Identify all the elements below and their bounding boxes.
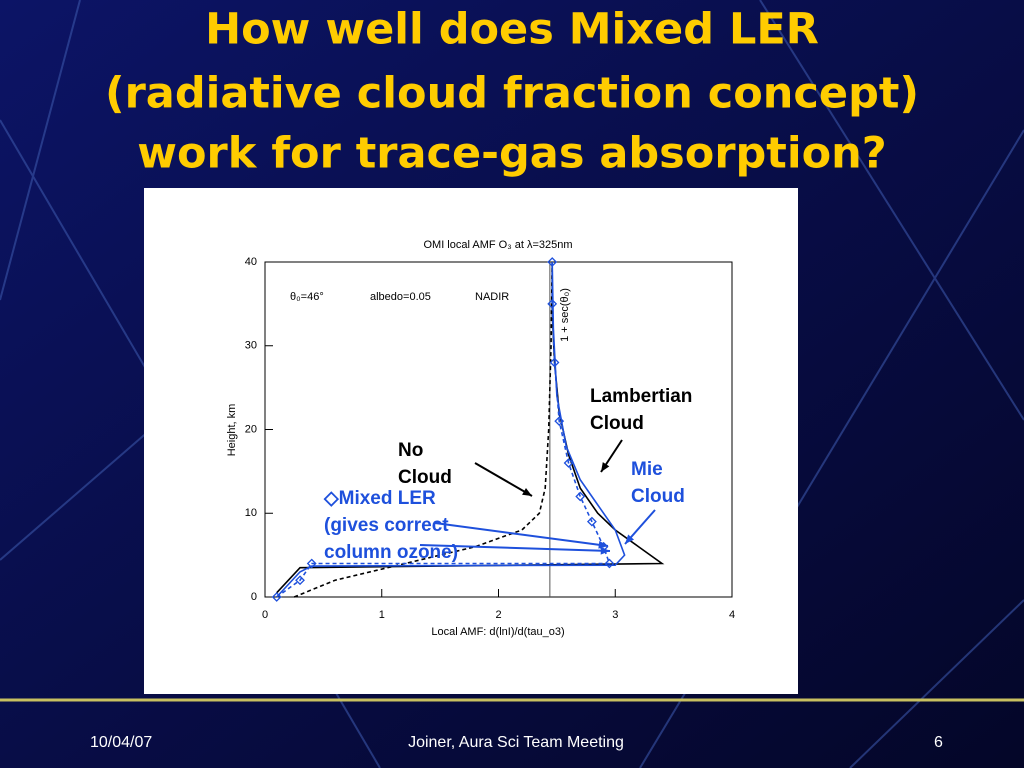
x-tick-label: 0 (262, 609, 268, 621)
arrow-head (625, 534, 635, 544)
reference-label: 1 + sec(θ₀) (559, 288, 571, 342)
figure-panel (144, 188, 798, 694)
series-line (293, 261, 554, 598)
slide-title: (radiative cloud fraction concept) (105, 69, 919, 119)
diamond-marker (563, 458, 574, 468)
callout: Cloud (398, 467, 452, 488)
callout: Cloud (631, 486, 685, 507)
y-tick-label: 10 (245, 507, 257, 519)
callout: Lambertian (590, 386, 692, 407)
slide-title: work for trace-gas absorption? (137, 129, 886, 179)
diamond-marker (306, 558, 317, 569)
y-axis-label: Height, km (226, 404, 238, 457)
arrow-head (601, 462, 610, 472)
x-axis-label: Local AMF: d(lnI)/d(tau_o3) (431, 626, 564, 638)
arrow-head (522, 488, 532, 496)
diamond-marker (554, 416, 565, 427)
callout-arrow (434, 522, 609, 547)
arrow-head (598, 540, 608, 549)
annotation: θ₀=46° (290, 291, 324, 303)
diamond-marker (295, 575, 305, 586)
footer-date: 10/04/07 (90, 734, 152, 751)
callout: (gives correct (324, 515, 449, 536)
x-tick-label: 2 (495, 609, 501, 621)
chart-title: OMI local AMF O₃ at λ=325nm (423, 239, 572, 251)
footer-text: Joiner, Aura Sci Team Meeting (408, 734, 624, 751)
diamond-marker (586, 516, 597, 527)
y-tick-label: 40 (245, 256, 257, 268)
callout: Mie (631, 459, 663, 480)
x-tick-label: 1 (379, 609, 385, 621)
y-tick-label: 20 (245, 423, 257, 435)
diamond-marker (547, 298, 558, 309)
callout: column ozone) (324, 542, 458, 563)
footer-page: 6 (934, 734, 943, 751)
diamond-marker (604, 558, 615, 569)
diamond-marker (549, 357, 560, 368)
callout-arrow (474, 462, 533, 497)
annotation: NADIR (475, 291, 509, 303)
annotation: albedo=0.05 (370, 291, 431, 303)
callout: Cloud (590, 413, 644, 434)
callout-arrow (419, 544, 611, 552)
x-tick-label: 4 (729, 609, 735, 621)
x-tick-label: 3 (612, 609, 618, 621)
diamond-marker (271, 592, 282, 602)
callout: No (398, 440, 423, 461)
slide-title: How well does Mixed LER (205, 5, 819, 55)
diamond-marker (575, 491, 586, 502)
callout: ◇Mixed LER (323, 488, 436, 509)
diamond-marker (547, 257, 558, 267)
y-tick-label: 30 (245, 340, 257, 352)
y-tick-label: 0 (251, 591, 257, 603)
arrow-head (600, 546, 610, 555)
